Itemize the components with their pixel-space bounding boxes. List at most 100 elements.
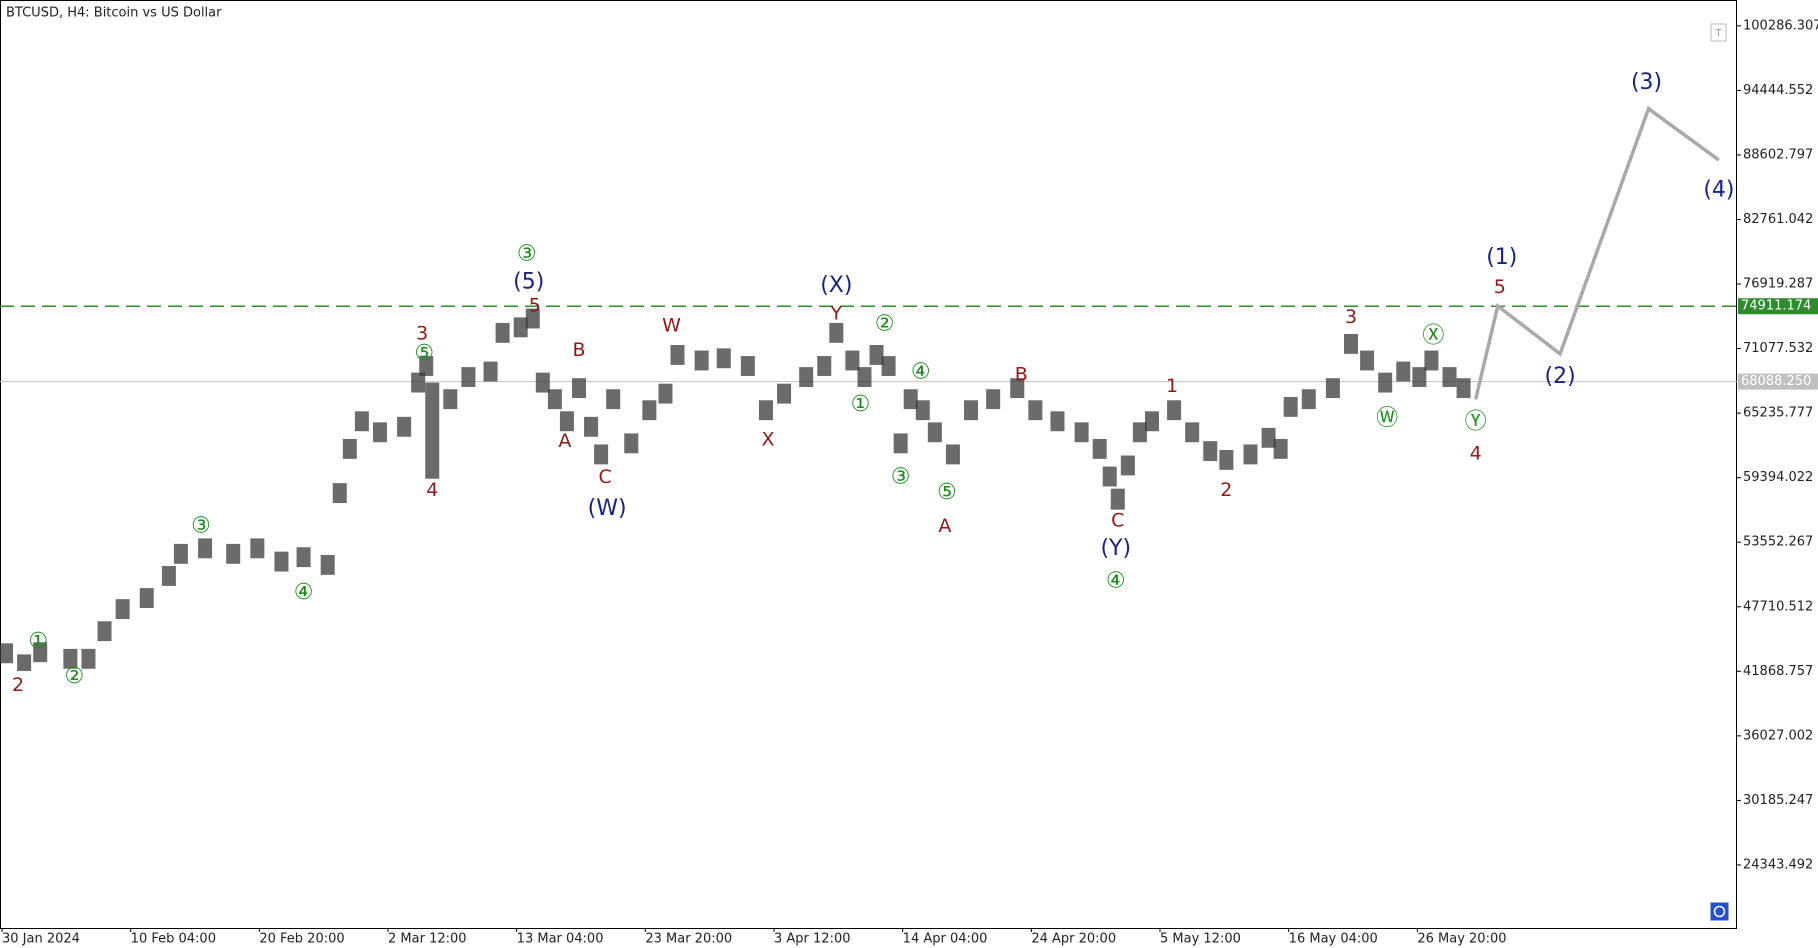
price-bar: [1050, 411, 1065, 432]
wave-label: Y: [830, 303, 843, 325]
wave-label: 3: [1345, 306, 1357, 328]
y-tick-label: 71077.532: [1743, 341, 1813, 356]
price-bar: [845, 350, 860, 371]
y-tick-label: 47710.512: [1743, 599, 1813, 614]
price-bar: [1301, 389, 1316, 410]
price-bar: [1219, 449, 1234, 470]
y-tick-label: 76919.287: [1743, 277, 1813, 292]
y-tick-label: 36027.002: [1743, 728, 1813, 743]
wave-label: ②: [875, 312, 895, 337]
price-bar: [869, 345, 884, 365]
wave-label: ①: [28, 629, 48, 654]
price-bar: [799, 367, 814, 388]
level-label: 74911.174: [1741, 299, 1811, 314]
price-bar: [81, 648, 96, 669]
x-tick-label: 26 May 20:00: [1417, 932, 1506, 947]
price-bar: [1412, 367, 1427, 388]
price-bar: [342, 438, 357, 459]
price-bar: [1273, 438, 1288, 459]
y-tick-label: 94444.552: [1743, 83, 1813, 98]
price-bar: [461, 367, 476, 388]
price-bar: [694, 350, 709, 371]
settings-icon[interactable]: [1710, 902, 1729, 921]
wave-label: 2: [1220, 479, 1232, 501]
x-tick-label: 5 May 12:00: [1160, 932, 1241, 947]
price-bar: [893, 433, 908, 454]
price-bar: [372, 422, 387, 443]
price-bar: [758, 400, 773, 421]
price-bar: [1360, 350, 1375, 371]
trade-icon[interactable]: [1710, 23, 1727, 42]
price-bar: [1456, 378, 1471, 399]
price-bar: [1120, 455, 1135, 476]
price-bar: [1102, 466, 1117, 487]
x-tick-label: 14 Apr 04:00: [903, 932, 988, 947]
price-bar: [535, 372, 550, 393]
price-bar: [1442, 367, 1457, 388]
price-bar: [0, 643, 14, 664]
price-bar: [584, 416, 599, 437]
price-bar: [115, 599, 130, 620]
x-tick-label: 3 Apr 12:00: [774, 932, 851, 947]
price-bar: [63, 648, 78, 669]
price-bar: [1092, 438, 1107, 459]
price-bar: [777, 383, 792, 404]
price-bar: [1167, 400, 1182, 421]
price-bar: [354, 411, 369, 432]
wave-label: ①: [851, 392, 871, 417]
price-label-box: [1738, 373, 1818, 390]
price-bar: [817, 356, 832, 376]
price-bar: [250, 538, 265, 559]
x-tick-label: 13 Mar 04:00: [517, 932, 604, 947]
wave-label: 4: [1470, 443, 1482, 465]
wave-label: 1: [1166, 375, 1178, 397]
price-bar: [419, 356, 434, 376]
wave-label: ④: [911, 360, 931, 385]
price-bar: [495, 322, 510, 343]
wave-label: B: [1015, 363, 1028, 385]
wave-label: ③: [517, 242, 537, 267]
wave-label: ③: [891, 465, 911, 490]
price-bar: [915, 400, 930, 421]
price-bar: [1132, 422, 1147, 443]
price-bar: [1243, 444, 1258, 465]
x-tick-label: 20 Feb 20:00: [259, 932, 344, 947]
price-bar: [1203, 441, 1218, 462]
wave-label: ②: [65, 664, 85, 689]
x-tick-label: 24 Apr 20:00: [1031, 932, 1116, 947]
price-bar: [483, 361, 498, 382]
price-bar: [332, 483, 347, 504]
wave-label: 5: [529, 294, 541, 316]
wave-label: A: [558, 430, 571, 452]
wave-label: 4: [426, 479, 438, 501]
price-bar: [1261, 427, 1276, 448]
price-bar: [572, 378, 586, 399]
price-bar: [411, 372, 426, 393]
wave-label: (5): [513, 270, 544, 295]
wave-label: ④: [294, 580, 314, 605]
x-tick-label: 10 Feb 04:00: [131, 932, 216, 947]
price-bar: [525, 308, 540, 329]
wave-label: 2: [12, 674, 24, 696]
y-tick-label: 100286.307: [1743, 18, 1818, 33]
price-bar: [1144, 411, 1159, 432]
wave-label: (1): [1486, 245, 1517, 270]
price-bar: [670, 345, 685, 365]
settings-icon-glyph: [1713, 905, 1726, 918]
price-bar: [594, 444, 609, 465]
wave-label: Ⓨ: [1465, 410, 1487, 435]
price-bar: [425, 382, 440, 479]
wave-label: 3: [416, 323, 428, 345]
level-label-box: [1738, 298, 1818, 315]
wave-label: (X): [820, 273, 852, 298]
price-label: 68088.250: [1741, 374, 1811, 389]
price-bar: [97, 621, 112, 642]
wave-label: B: [572, 339, 585, 361]
price-bar: [716, 348, 731, 369]
y-tick-label: 24343.492: [1743, 857, 1813, 872]
price-bar: [927, 422, 942, 443]
price-bar: [513, 317, 528, 338]
x-tick-label: 23 Mar 20:00: [645, 932, 732, 947]
price-bar: [945, 444, 960, 465]
